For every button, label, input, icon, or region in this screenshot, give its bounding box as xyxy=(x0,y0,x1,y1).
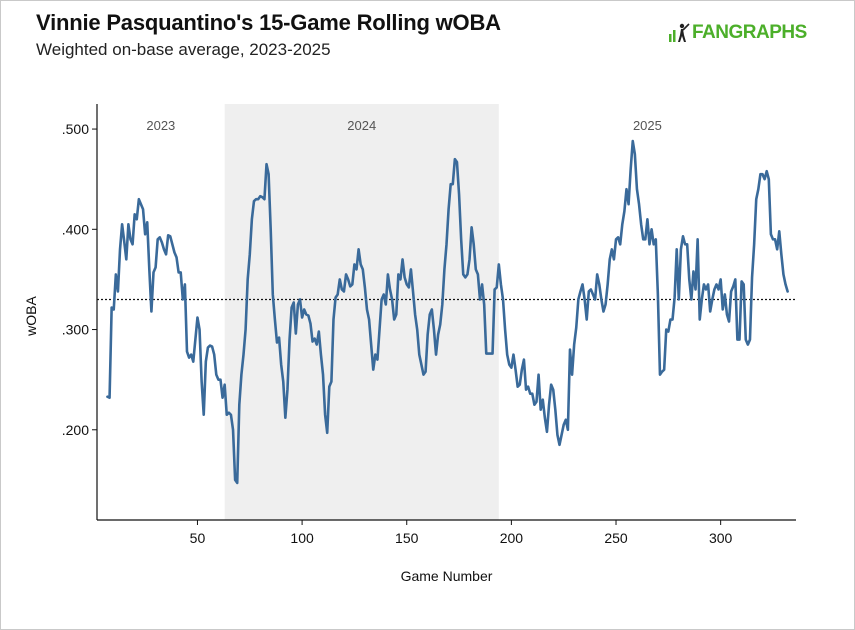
x-ticks-group: 50 100 150 200 250 300 xyxy=(190,520,733,546)
y-tick-label: .500 xyxy=(62,121,89,137)
chart-subtitle: Weighted on-base average, 2023-2025 xyxy=(36,40,331,59)
x-tick-label: 200 xyxy=(500,530,524,546)
y-tick-label: .400 xyxy=(62,221,89,237)
y-tick-label: .200 xyxy=(62,422,89,438)
x-tick-label: 250 xyxy=(604,530,628,546)
x-tick-label: 50 xyxy=(190,530,206,546)
rolling-woba-series-line xyxy=(106,139,789,485)
x-axis-label: Game Number xyxy=(401,568,493,584)
axes-group xyxy=(96,104,796,521)
season-label-2023: 2023 xyxy=(146,118,175,133)
x-tick-label: 150 xyxy=(395,530,419,546)
series-group xyxy=(106,139,789,485)
y-axis-label: wOBA xyxy=(23,296,39,337)
fangraphs-logo: FANGRAPHS xyxy=(668,22,807,44)
x-tick-label: 100 xyxy=(290,530,314,546)
season-labels-group: 2023 2024 2025 xyxy=(146,118,662,133)
y-ticks-group: .200 .300 .400 .500 xyxy=(62,121,97,438)
y-tick-label: .300 xyxy=(62,322,89,338)
x-tick-label: 300 xyxy=(709,530,733,546)
batter-icon xyxy=(669,23,690,42)
logo-text: FANGRAPHS xyxy=(692,22,807,43)
season-label-2024: 2024 xyxy=(347,118,376,133)
chart-title: Vinnie Pasquantino's 15-Game Rolling wOB… xyxy=(36,10,501,35)
season-label-2025: 2025 xyxy=(633,118,662,133)
